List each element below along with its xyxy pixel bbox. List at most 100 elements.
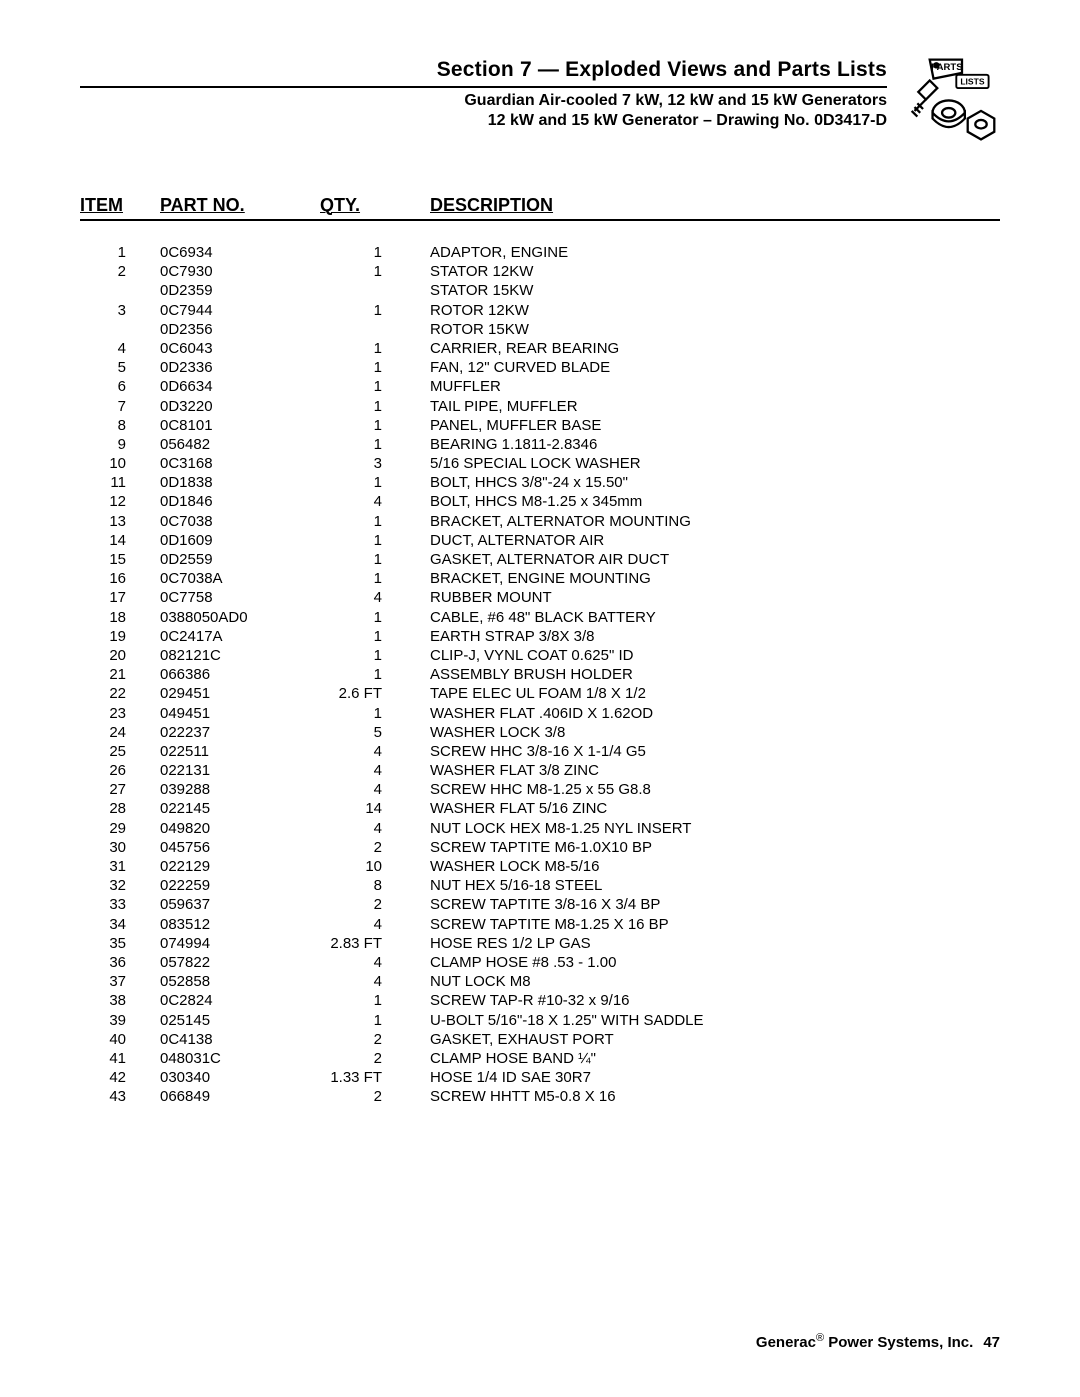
table-row: 340835124SCREW TAPTITE M8-1.25 X 16 BP xyxy=(80,915,1000,934)
cell-desc: NUT HEX 5/16-18 STEEL xyxy=(430,876,1000,895)
table-row: 0D2359STATOR 15KW xyxy=(80,281,1000,300)
cell-part: 0D2336 xyxy=(160,358,320,377)
table-row: 90564821BEARING 1.1811-2.8346 xyxy=(80,435,1000,454)
cell-qty: 1 xyxy=(320,301,430,320)
cell-qty: 1 xyxy=(320,550,430,569)
table-row: 80C81011PANEL, MUFFLER BASE xyxy=(80,416,1000,435)
cell-item: 10 xyxy=(80,454,160,473)
cell-part: 045756 xyxy=(160,838,320,857)
table-row: 400C41382GASKET, EXHAUST PORT xyxy=(80,1030,1000,1049)
cell-part: 0C7758 xyxy=(160,588,320,607)
cell-desc: SCREW TAPTITE M8-1.25 X 16 BP xyxy=(430,915,1000,934)
table-row: 390251451U-BOLT 5/16"-18 X 1.25" WITH SA… xyxy=(80,1011,1000,1030)
cell-item: 3 xyxy=(80,301,160,320)
cell-qty: 1 xyxy=(320,1011,430,1030)
cell-item xyxy=(80,281,160,300)
cell-item: 6 xyxy=(80,377,160,396)
table-row: 350749942.83 FTHOSE RES 1/2 LP GAS xyxy=(80,934,1000,953)
cell-qty: 2 xyxy=(320,1030,430,1049)
cell-item: 9 xyxy=(80,435,160,454)
cell-qty: 1 xyxy=(320,646,430,665)
cell-desc: WASHER FLAT .406ID X 1.62OD xyxy=(430,704,1000,723)
cell-part: 0388050AD0 xyxy=(160,608,320,627)
cell-item: 12 xyxy=(80,492,160,511)
table-row: 60D66341MUFFLER xyxy=(80,377,1000,396)
cell-qty: 5 xyxy=(320,723,430,742)
cell-item: 38 xyxy=(80,991,160,1010)
cell-desc: CABLE, #6 48" BLACK BATTERY xyxy=(430,608,1000,627)
cell-qty: 4 xyxy=(320,915,430,934)
cell-desc: 5/16 SPECIAL LOCK WASHER xyxy=(430,454,1000,473)
cell-part: 0D2559 xyxy=(160,550,320,569)
cell-part: 0D1609 xyxy=(160,531,320,550)
cell-part: 022259 xyxy=(160,876,320,895)
cell-part: 074994 xyxy=(160,934,320,953)
cell-desc: CLAMP HOSE #8 .53 - 1.00 xyxy=(430,953,1000,972)
table-row: 130C70381BRACKET, ALTERNATOR MOUNTING xyxy=(80,512,1000,531)
cell-qty: 4 xyxy=(320,972,430,991)
cell-item: 4 xyxy=(80,339,160,358)
cell-item: 43 xyxy=(80,1087,160,1106)
cell-item: 24 xyxy=(80,723,160,742)
cell-qty: 1 xyxy=(320,416,430,435)
cell-desc: STATOR 12KW xyxy=(430,262,1000,281)
table-row: 370528584NUT LOCK M8 xyxy=(80,972,1000,991)
cell-item: 32 xyxy=(80,876,160,895)
table-row: 260221314WASHER FLAT 3/8 ZINC xyxy=(80,761,1000,780)
cell-item: 31 xyxy=(80,857,160,876)
cell-qty: 1 xyxy=(320,991,430,1010)
col-desc-header: DESCRIPTION xyxy=(430,195,553,215)
cell-desc: U-BOLT 5/16"-18 X 1.25" WITH SADDLE xyxy=(430,1011,1000,1030)
footer: Generac® Power Systems, Inc.47 xyxy=(756,1332,1000,1351)
cell-item: 23 xyxy=(80,704,160,723)
registered-icon: ® xyxy=(816,1332,824,1344)
table-row: 270392884SCREW HHC M8-1.25 x 55 G8.8 xyxy=(80,780,1000,799)
cell-part: 0C3168 xyxy=(160,454,320,473)
cell-desc: CARRIER, REAR BEARING xyxy=(430,339,1000,358)
cell-part: 0C4138 xyxy=(160,1030,320,1049)
subtitle-2: 12 kW and 15 kW Generator – Drawing No. … xyxy=(80,112,887,130)
cell-part: 022511 xyxy=(160,742,320,761)
cell-desc: BEARING 1.1811-2.8346 xyxy=(430,435,1000,454)
cell-part: 0C7944 xyxy=(160,301,320,320)
rule-top xyxy=(80,86,887,88)
table-row: 240222375WASHER LOCK 3/8 xyxy=(80,723,1000,742)
cell-desc: NUT LOCK HEX M8-1.25 NYL INSERT xyxy=(430,819,1000,838)
table-row: 170C77584RUBBER MOUNT xyxy=(80,588,1000,607)
col-part-header: PART NO. xyxy=(160,195,245,215)
col-qty-header: QTY. xyxy=(320,195,360,215)
cell-part: 022131 xyxy=(160,761,320,780)
cell-qty: 1 xyxy=(320,473,430,492)
cell-part: 030340 xyxy=(160,1068,320,1087)
table-row: 210663861ASSEMBLY BRUSH HOLDER xyxy=(80,665,1000,684)
table-row: 120D18464BOLT, HHCS M8-1.25 x 345mm xyxy=(80,492,1000,511)
cell-desc: NUT LOCK M8 xyxy=(430,972,1000,991)
cell-item: 26 xyxy=(80,761,160,780)
cell-desc: SCREW TAP-R #10-32 x 9/16 xyxy=(430,991,1000,1010)
cell-qty: 10 xyxy=(320,857,430,876)
cell-desc: FAN, 12" CURVED BLADE xyxy=(430,358,1000,377)
table-row: 100C316835/16 SPECIAL LOCK WASHER xyxy=(80,454,1000,473)
cell-desc: SCREW TAPTITE M6-1.0X10 BP xyxy=(430,838,1000,857)
cell-item: 28 xyxy=(80,799,160,818)
footer-tail: Power Systems, Inc. xyxy=(824,1334,973,1351)
cell-item: 5 xyxy=(80,358,160,377)
cell-item: 33 xyxy=(80,895,160,914)
cell-item: 39 xyxy=(80,1011,160,1030)
cell-desc: HOSE 1/4 ID SAE 30R7 xyxy=(430,1068,1000,1087)
cell-desc: GASKET, ALTERNATOR AIR DUCT xyxy=(430,550,1000,569)
cell-desc: SCREW HHC 3/8-16 X 1-1/4 G5 xyxy=(430,742,1000,761)
cell-item: 42 xyxy=(80,1068,160,1087)
cell-part: 0D6634 xyxy=(160,377,320,396)
table-row: 10C69341ADAPTOR, ENGINE xyxy=(80,243,1000,262)
cell-part: 025145 xyxy=(160,1011,320,1030)
cell-qty: 4 xyxy=(320,588,430,607)
cell-desc: EARTH STRAP 3/8X 3/8 xyxy=(430,627,1000,646)
cell-part: 029451 xyxy=(160,684,320,703)
cell-qty: 1 xyxy=(320,358,430,377)
table-row: 300457562SCREW TAPTITE M6-1.0X10 BP xyxy=(80,838,1000,857)
cell-part: 083512 xyxy=(160,915,320,934)
table-row: 30C79441ROTOR 12KW xyxy=(80,301,1000,320)
header-block: Section 7 — Exploded Views and Parts Lis… xyxy=(80,58,1000,147)
cell-qty xyxy=(320,281,430,300)
